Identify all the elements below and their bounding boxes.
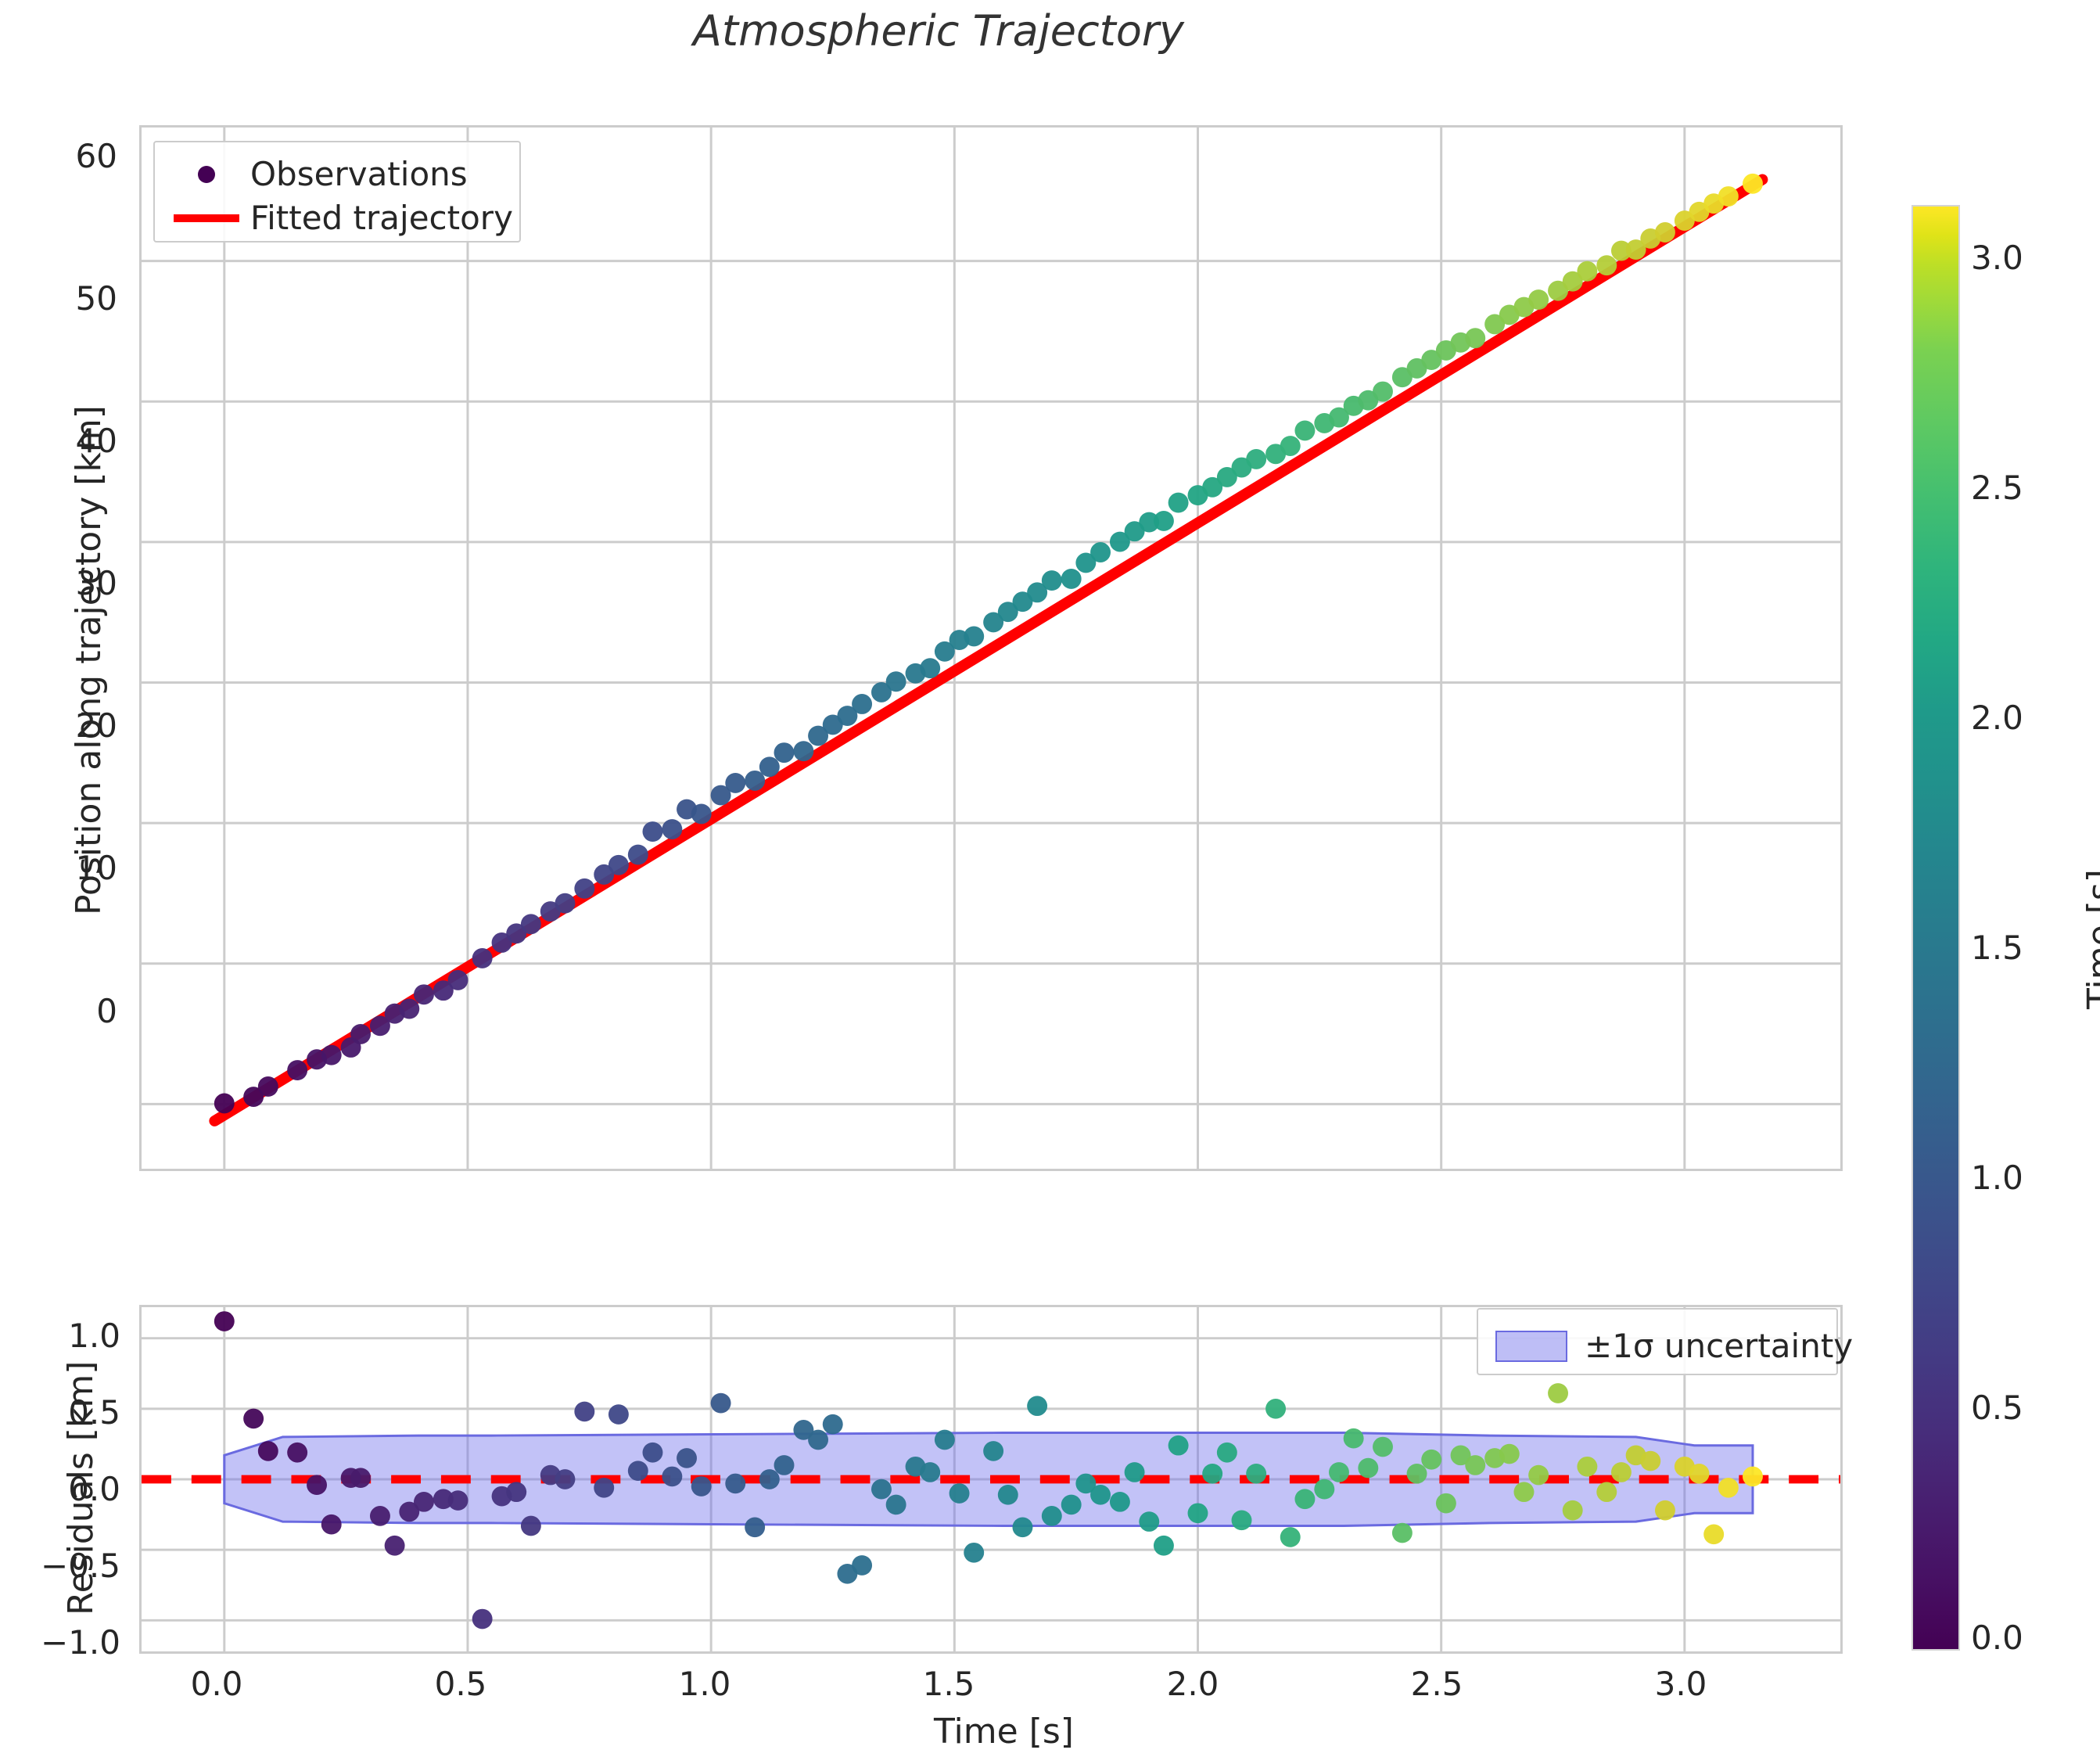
xaxis-label: Time [s]: [934, 1712, 1074, 1752]
main-ytick-0: 0: [96, 992, 117, 1030]
cbar-tick-25: 2.5: [1971, 469, 2023, 507]
colorbar-label: Time [s]: [2080, 869, 2100, 1009]
fitted-line-icon: [174, 214, 239, 222]
resid-ytick-1: 1.0: [68, 1317, 120, 1355]
colorbar-gradient[interactable]: [1912, 205, 1960, 1651]
legend-item-uncertainty[interactable]: ±1σ uncertainty: [1495, 1327, 1853, 1365]
xtick-20: 2.0: [1166, 1665, 1219, 1703]
main-ytick-40: 40: [75, 422, 117, 460]
resid-ytick-neg1: −1.0: [41, 1623, 120, 1662]
xtick-00: 0.0: [190, 1665, 243, 1703]
resid-yaxis-label: Residuals [km]: [61, 1360, 101, 1615]
residuals-axes: [139, 1305, 1843, 1654]
main-ytick-20: 20: [75, 706, 117, 745]
cbar-tick-10: 1.0: [1971, 1159, 2023, 1197]
resid-ytick-05: 0.5: [68, 1393, 120, 1432]
residuals-plot-svg: [142, 1307, 1840, 1651]
cbar-tick-00: 0.0: [1971, 1619, 2023, 1657]
xtick-25: 2.5: [1410, 1665, 1463, 1703]
legend-label-fitted: Fitted trajectory: [250, 199, 513, 237]
main-ytick-10: 10: [75, 849, 117, 887]
main-ytick-50: 50: [75, 279, 117, 318]
residuals-legend: ±1σ uncertainty: [1477, 1308, 1853, 1375]
legend-item-observations[interactable]: Observations: [174, 155, 468, 193]
observations-dot-icon: [174, 165, 239, 183]
main-legend: Observations Fitted trajectory: [153, 141, 521, 243]
main-ytick-30: 30: [75, 564, 117, 602]
legend-label-observations: Observations: [250, 155, 468, 193]
resid-ytick-0: 0.0: [68, 1470, 120, 1508]
xtick-30: 3.0: [1654, 1665, 1707, 1703]
main-yaxis-label: Position along trajectory [km]: [69, 405, 109, 915]
main-scatter-axes: [139, 125, 1843, 1171]
legend-label-uncertainty: ±1σ uncertainty: [1585, 1327, 1854, 1365]
xtick-05: 0.5: [434, 1665, 487, 1703]
colorbar-container: [1912, 205, 1960, 1651]
xtick-15: 1.5: [922, 1665, 975, 1703]
figure-title: Atmospheric Trajectory: [692, 6, 1185, 56]
cbar-tick-30: 3.0: [1971, 239, 2023, 277]
cbar-tick-20: 2.0: [1971, 699, 2023, 737]
cbar-tick-05: 0.5: [1971, 1389, 2023, 1427]
legend-item-fitted[interactable]: Fitted trajectory: [174, 199, 513, 237]
xtick-10: 1.0: [678, 1665, 731, 1703]
uncertainty-patch-icon: [1495, 1330, 1567, 1362]
main-ytick-60: 60: [75, 137, 117, 175]
main-plot-svg: [142, 128, 1840, 1169]
cbar-tick-15: 1.5: [1971, 929, 2023, 967]
resid-ytick-neg05: −0.5: [41, 1547, 120, 1585]
